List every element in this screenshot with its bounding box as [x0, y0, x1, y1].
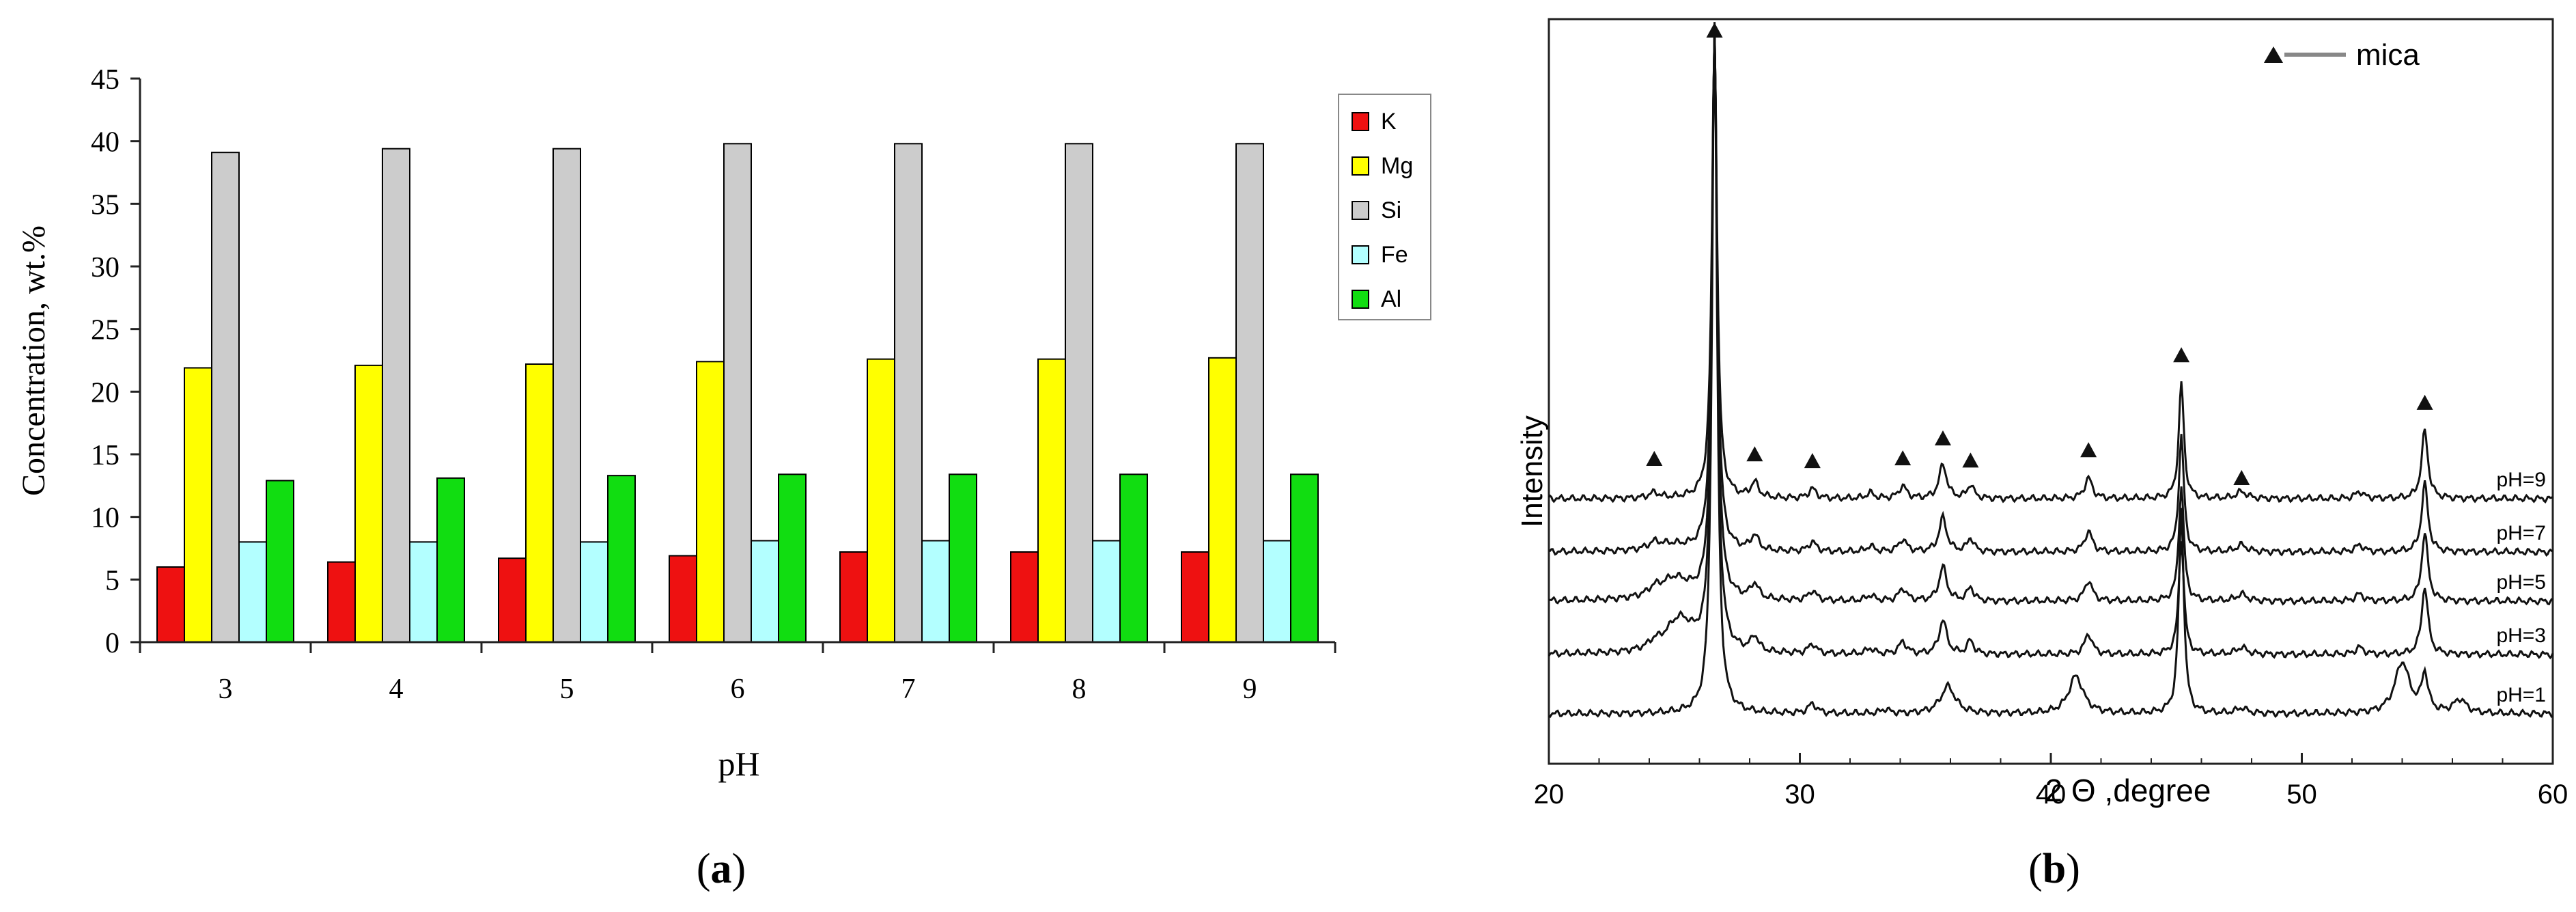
b-trace-label: pH=1: [2496, 684, 2546, 706]
a-xtick-label: 7: [901, 674, 916, 705]
a-xtick-label: 9: [1243, 674, 1257, 705]
bar-si-ph8: [1065, 143, 1093, 644]
b-xtick-label: 20: [1534, 779, 1565, 810]
b-trace-ph3: [1548, 22, 2554, 660]
bar-al-ph4: [436, 477, 465, 643]
a-ytick-label: 20: [91, 377, 120, 409]
a-y-axis-label: Concentration, wt.%: [16, 225, 52, 496]
bar-fe-ph6: [751, 540, 779, 643]
bar-mg-ph7: [867, 358, 895, 644]
a-legend-label-al: Al: [1381, 286, 1401, 312]
a-xtick-label: 5: [560, 674, 574, 705]
a-legend-swatch-fe: [1352, 245, 1369, 264]
bar-al-ph6: [778, 473, 807, 643]
b-mica-marker-icon: [2173, 347, 2190, 363]
bar-k-ph4: [327, 561, 356, 644]
a-legend-swatch-mg: [1352, 156, 1369, 176]
b-xtick-label: 60: [2538, 779, 2568, 810]
a-xtick-label: 4: [389, 674, 404, 705]
a-legend-label-si: Si: [1381, 197, 1401, 223]
bar-fe-ph4: [409, 541, 438, 643]
bar-si-ph9: [1235, 143, 1264, 644]
bar-mg-ph6: [696, 361, 725, 643]
a-ytick-label: 40: [91, 127, 120, 158]
b-trace-label: pH=5: [2496, 571, 2546, 594]
a-ytick-label: 45: [91, 64, 120, 96]
b-xtick-label: 50: [2286, 779, 2317, 810]
b-legend-triangle-icon: [2264, 46, 2283, 63]
bar-al-ph7: [949, 473, 977, 643]
b-mica-marker-icon: [2233, 470, 2250, 485]
bar-mg-ph8: [1037, 358, 1066, 644]
b-trace-label: pH=9: [2496, 469, 2546, 491]
a-legend-label-fe: Fe: [1381, 242, 1408, 268]
bar-al-ph5: [607, 475, 636, 644]
bar-si-ph3: [211, 152, 240, 643]
bar-k-ph9: [1181, 551, 1209, 643]
bar-fe-ph5: [580, 541, 608, 643]
a-xtick-label: 6: [731, 674, 745, 705]
b-mica-marker-icon: [1804, 453, 1821, 469]
b-xtick-label: 40: [2036, 779, 2067, 810]
a-ytick-label: 0: [105, 628, 120, 659]
b-mica-marker-icon: [1646, 451, 1663, 466]
b-trace-ph5: [1548, 25, 2553, 606]
a-x-axis-label: pH: [718, 745, 759, 783]
a-legend-swatch-k: [1352, 112, 1369, 131]
b-trace-ph7: [1548, 27, 2553, 557]
a-legend-label-mg: Mg: [1381, 153, 1413, 179]
bar-fe-ph7: [921, 540, 950, 643]
bar-k-ph5: [498, 557, 527, 644]
bar-k-ph8: [1010, 551, 1039, 643]
panel-b-xrd-chart: pH=9 pH=7 pH=5 pH=3 pH=1 20 30 40 50 60 Intensit…: [1515, 18, 2568, 892]
a-legend-label-k: K: [1381, 109, 1397, 135]
panel-label-b: (b): [2028, 846, 2080, 892]
a-ytick-label: 5: [105, 565, 120, 596]
bar-al-ph9: [1290, 473, 1319, 643]
bar-mg-ph5: [525, 363, 554, 643]
a-legend-swatch-al: [1352, 290, 1369, 309]
bar-mg-ph4: [354, 364, 383, 643]
b-mica-marker-icon: [2416, 394, 2433, 410]
a-xtick-label: 3: [219, 674, 233, 705]
b-y-axis-label: Intensity: [1515, 415, 1549, 527]
a-ytick-label: 25: [91, 315, 120, 346]
a-ytick-label: 15: [91, 440, 120, 471]
a-xtick-label: 8: [1072, 674, 1087, 705]
bar-al-ph8: [1119, 473, 1148, 643]
b-xtick-label: 30: [1784, 779, 1815, 810]
a-legend-swatch-si: [1352, 201, 1369, 220]
bar-fe-ph9: [1263, 540, 1291, 643]
b-mica-marker-icon: [1706, 23, 1723, 38]
b-trace-ph9: [1548, 31, 2553, 503]
bar-fe-ph8: [1092, 540, 1121, 643]
bar-k-ph7: [839, 551, 868, 643]
b-legend-label: mica: [2356, 38, 2420, 72]
bar-mg-ph3: [184, 367, 212, 643]
b-mica-marker-icon: [1894, 450, 1912, 466]
b-mica-marker-icon: [1934, 430, 1951, 446]
b-x-axis-label: 2 Θ ,degree: [2045, 773, 2211, 808]
b-trace-label: pH=7: [2496, 522, 2546, 544]
b-mica-marker-icon: [1962, 452, 1979, 468]
bar-si-ph7: [894, 143, 923, 644]
a-ytick-label: 35: [91, 189, 120, 221]
b-mica-marker-icon: [1746, 446, 1763, 462]
b-trace-label: pH=3: [2496, 624, 2546, 647]
bar-k-ph3: [156, 566, 185, 643]
bar-k-ph6: [669, 555, 697, 643]
b-trace-ph1: [1548, 29, 2553, 719]
b-mica-marker-icon: [2080, 442, 2097, 458]
bar-al-ph3: [266, 480, 294, 643]
a-ytick-label: 10: [91, 503, 120, 534]
bar-fe-ph3: [238, 541, 267, 643]
bar-mg-ph9: [1208, 357, 1237, 643]
bar-si-ph4: [382, 148, 410, 643]
panel-label-a: (a): [697, 846, 746, 892]
bar-si-ph6: [723, 143, 752, 644]
bar-si-ph5: [552, 148, 581, 643]
a-ytick-label: 30: [91, 252, 120, 284]
